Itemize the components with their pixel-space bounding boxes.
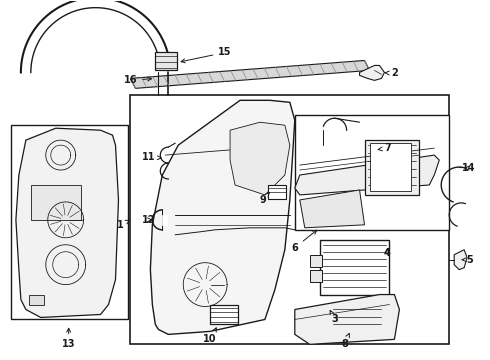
Text: 4: 4 [384, 248, 391, 258]
Text: 10: 10 [203, 328, 217, 345]
Bar [210, 305, 238, 324]
Text: 3: 3 [330, 310, 338, 324]
Text: 9: 9 [260, 193, 270, 205]
Text: 6: 6 [292, 230, 317, 253]
Bar [319, 240, 390, 294]
Bar [268, 185, 286, 199]
Polygon shape [150, 100, 295, 334]
Bar [330, 305, 385, 332]
Bar [162, 215, 167, 225]
Bar [310, 270, 322, 282]
Text: 2: 2 [385, 68, 398, 78]
Text: 8: 8 [341, 333, 349, 349]
Bar [29, 294, 44, 305]
Bar [365, 140, 419, 195]
Text: 1: 1 [117, 220, 129, 230]
Bar [31, 185, 81, 220]
Polygon shape [16, 128, 119, 318]
Text: 12: 12 [142, 215, 155, 225]
Polygon shape [295, 294, 399, 345]
Bar [295, 115, 449, 230]
Text: 14: 14 [463, 163, 476, 173]
Text: 11: 11 [142, 152, 161, 162]
Text: 7: 7 [378, 143, 391, 153]
Polygon shape [360, 66, 385, 80]
Bar [155, 53, 177, 71]
Bar [130, 95, 449, 345]
Polygon shape [300, 190, 365, 228]
Bar [11, 125, 128, 319]
Text: 13: 13 [62, 328, 75, 349]
Text: 15: 15 [181, 48, 232, 63]
Polygon shape [295, 155, 439, 195]
Text: 16: 16 [123, 75, 151, 85]
Text: 5: 5 [462, 255, 472, 265]
Polygon shape [230, 122, 290, 195]
Polygon shape [130, 60, 369, 88]
Polygon shape [454, 250, 467, 270]
Bar [310, 255, 322, 267]
Bar [369, 143, 412, 191]
